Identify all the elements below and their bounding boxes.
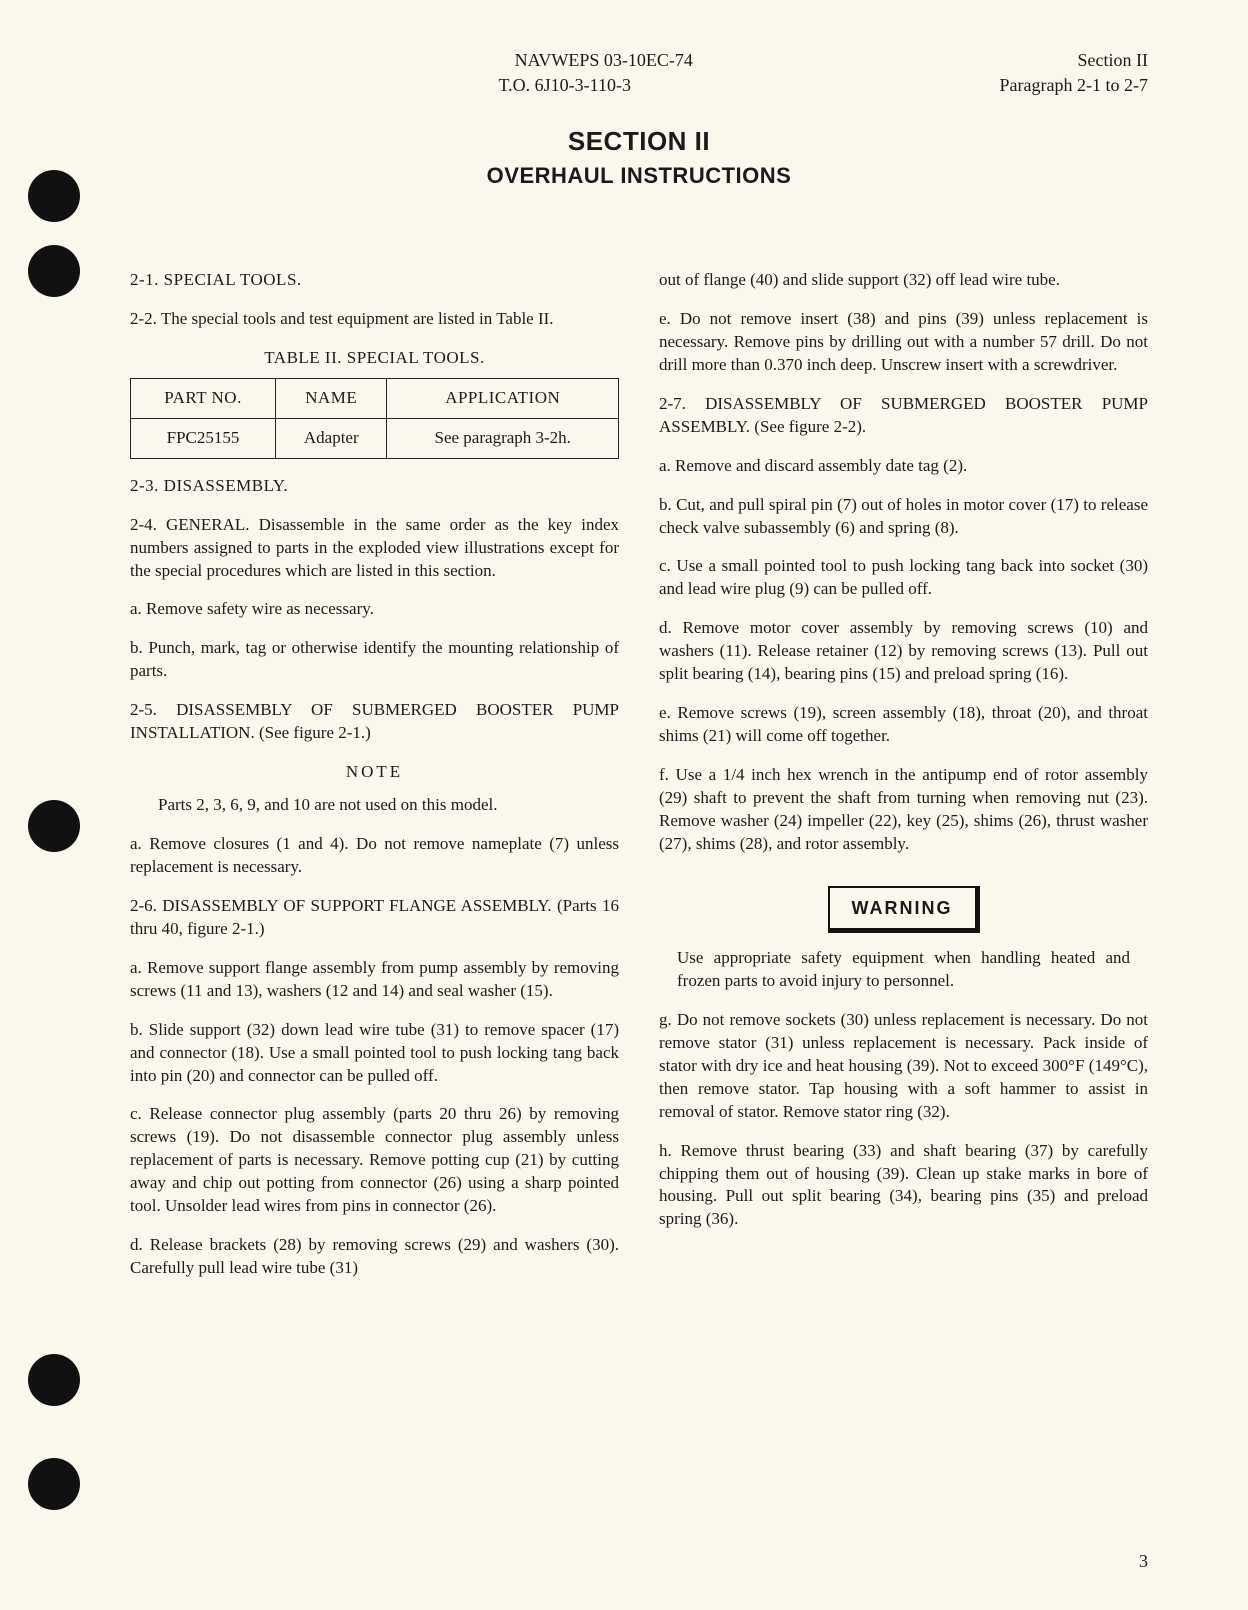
- page-header: NAVWEPS 03-10EC-74 Section II: [130, 50, 1148, 71]
- punch-hole: [28, 1458, 80, 1510]
- para-2-7g: g. Do not remove sockets (30) unless rep…: [659, 1009, 1148, 1124]
- cell-part-no: FPC25155: [131, 418, 276, 458]
- para-2-7c: c. Use a small pointed tool to push lock…: [659, 555, 1148, 601]
- page-header-2: T.O. 6J10-3-110-3 Paragraph 2-1 to 2-7: [130, 75, 1148, 96]
- para-2-6: 2-6. DISASSEMBLY OF SUPPORT FLANGE ASSEM…: [130, 895, 619, 941]
- para-2-6e: e. Do not remove insert (38) and pins (3…: [659, 308, 1148, 377]
- header-center: NAVWEPS 03-10EC-74: [130, 50, 1078, 71]
- para-2-6c: c. Release connector plug assembly (part…: [130, 1103, 619, 1218]
- para-2-7f: f. Use a 1/4 inch hex wrench in the anti…: [659, 764, 1148, 856]
- punch-hole: [28, 1354, 80, 1406]
- col-name: NAME: [276, 378, 387, 418]
- special-tools-table: PART NO. NAME APPLICATION FPC25155 Adapt…: [130, 378, 619, 459]
- cell-application: See paragraph 3-2h.: [387, 418, 619, 458]
- section-ref: Section II: [1078, 50, 1148, 71]
- section-subtitle: OVERHAUL INSTRUCTIONS: [130, 163, 1148, 189]
- para-2-5: 2-5. DISASSEMBLY OF SUBMERGED BOOSTER PU…: [130, 699, 619, 745]
- para-2-7d: d. Remove motor cover assembly by removi…: [659, 617, 1148, 686]
- punch-hole: [28, 170, 80, 222]
- para-2-7b: b. Cut, and pull spiral pin (7) out of h…: [659, 494, 1148, 540]
- header-right-2: Paragraph 2-1 to 2-7: [1000, 75, 1148, 96]
- note-label: NOTE: [130, 761, 619, 784]
- table-row: FPC25155 Adapter See paragraph 3-2h.: [131, 418, 619, 458]
- doc-id-2: T.O. 6J10-3-110-3: [130, 75, 1000, 96]
- punch-hole: [28, 800, 80, 852]
- para-2-7e: e. Remove screws (19), screen assembly (…: [659, 702, 1148, 748]
- heading-2-3: 2-3. DISASSEMBLY.: [130, 475, 619, 498]
- header-center-2: T.O. 6J10-3-110-3: [130, 75, 1000, 96]
- section-title: SECTION II: [130, 126, 1148, 157]
- doc-id-1: NAVWEPS 03-10EC-74: [130, 50, 1078, 71]
- table-caption: TABLE II. SPECIAL TOOLS.: [130, 347, 619, 370]
- heading-2-1: 2-1. SPECIAL TOOLS.: [130, 269, 619, 292]
- table-header-row: PART NO. NAME APPLICATION: [131, 378, 619, 418]
- para-2-6b: b. Slide support (32) down lead wire tub…: [130, 1019, 619, 1088]
- para-2-6a: a. Remove support flange assembly from p…: [130, 957, 619, 1003]
- document-page: NAVWEPS 03-10EC-74 Section II T.O. 6J10-…: [0, 0, 1248, 1610]
- para-2-7a: a. Remove and discard assembly date tag …: [659, 455, 1148, 478]
- para-2-7h: h. Remove thrust bearing (33) and shaft …: [659, 1140, 1148, 1232]
- para-2-4a: a. Remove safety wire as necessary.: [130, 598, 619, 621]
- page-number: 3: [1139, 1551, 1148, 1572]
- warning-label: WARNING: [828, 886, 980, 933]
- para-2-6d-cont: out of flange (40) and slide support (32…: [659, 269, 1148, 292]
- column-right: out of flange (40) and slide support (32…: [659, 269, 1148, 1296]
- para-2-2: 2-2. The special tools and test equipmen…: [130, 308, 619, 331]
- paragraph-ref: Paragraph 2-1 to 2-7: [1000, 75, 1148, 96]
- warning-container: WARNING: [659, 872, 1148, 947]
- punch-hole: [28, 245, 80, 297]
- note-body: Parts 2, 3, 6, 9, and 10 are not used on…: [158, 794, 591, 817]
- para-2-6d: d. Release brackets (28) by removing scr…: [130, 1234, 619, 1280]
- para-2-5a: a. Remove closures (1 and 4). Do not rem…: [130, 833, 619, 879]
- column-left: 2-1. SPECIAL TOOLS. 2-2. The special too…: [130, 269, 619, 1296]
- body-columns: 2-1. SPECIAL TOOLS. 2-2. The special too…: [130, 269, 1148, 1296]
- cell-name: Adapter: [276, 418, 387, 458]
- header-right: Section II: [1078, 50, 1148, 71]
- para-2-4: 2-4. GENERAL. Disassemble in the same or…: [130, 514, 619, 583]
- col-application: APPLICATION: [387, 378, 619, 418]
- col-part-no: PART NO.: [131, 378, 276, 418]
- warning-text: Use appropriate safety equipment when ha…: [677, 947, 1130, 993]
- para-2-4b: b. Punch, mark, tag or otherwise identif…: [130, 637, 619, 683]
- para-2-7: 2-7. DISASSEMBLY OF SUBMERGED BOOSTER PU…: [659, 393, 1148, 439]
